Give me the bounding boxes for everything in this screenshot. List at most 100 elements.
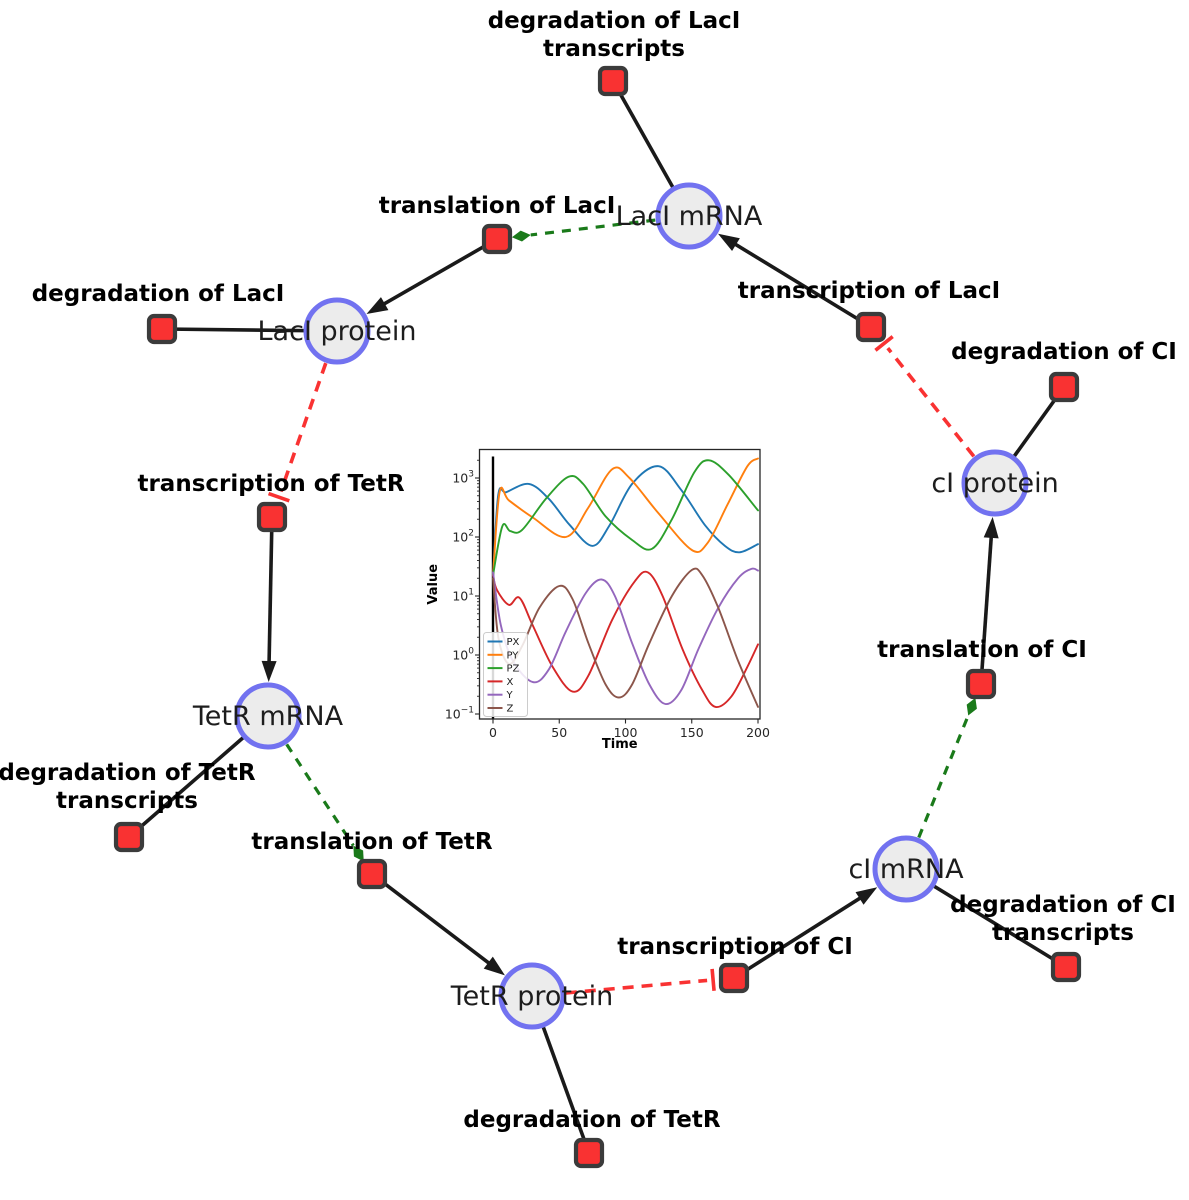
- species-node-laci-protein[interactable]: [303, 297, 371, 365]
- reaction-node-translation-tetr[interactable]: [356, 858, 388, 890]
- species-node-tetr-protein[interactable]: [498, 962, 566, 1030]
- species-label-tetr-mrna: TetR mRNA: [192, 701, 344, 732]
- reaction-label-translation-tetr: translation of TetR: [251, 829, 492, 855]
- edge-inhibition-tetr-protein-transcription-ci: [565, 968, 716, 995]
- chart-series-X: [492, 570, 759, 708]
- production-line: [370, 872, 493, 967]
- production-line: [731, 241, 872, 329]
- reaction-node-deg-tetr-transcripts[interactable]: [113, 821, 145, 853]
- legend-label-X: X: [507, 677, 514, 688]
- species-label-tetr-protein: TetR protein: [450, 981, 613, 1012]
- production-line: [733, 894, 864, 980]
- reaction-label-deg-laci-transcripts: degradation of LacI transcripts: [488, 8, 741, 62]
- edge-production-ci-protein-translation-ci: [979, 516, 999, 685]
- chart-series-PZ: [492, 459, 759, 577]
- modifier-diamond-icon: [966, 697, 977, 716]
- x-tick-label: 0: [489, 725, 497, 740]
- edge-production-laci-protein-translation-laci: [366, 237, 498, 315]
- production-arrowhead-icon: [483, 956, 505, 976]
- production-line: [979, 533, 994, 685]
- species-label-laci-mrna: LacI mRNA: [616, 201, 763, 232]
- chart-ylabel: Value: [426, 564, 441, 605]
- reaction-label-transcription-ci: transcription of CI: [617, 934, 853, 960]
- reaction-node-deg-laci[interactable]: [146, 313, 178, 345]
- species-node-ci-mrna[interactable]: [872, 835, 940, 903]
- reaction-node-transcription-laci[interactable]: [855, 311, 887, 343]
- production-arrowhead-icon: [855, 887, 878, 905]
- reaction-label-translation-ci: translation of CI: [877, 637, 1087, 663]
- production-arrowhead-icon: [366, 297, 389, 315]
- chart-frame: [478, 448, 761, 720]
- reaction-label-deg-ci: degradation of CI: [951, 339, 1177, 365]
- chart-legend-box: [483, 632, 528, 717]
- edge-production-laci-mrna-transcription-laci: [718, 233, 872, 329]
- y-tick-label: 102: [452, 529, 474, 545]
- modifier-dashed-line: [530, 218, 656, 237]
- x-tick-label: 150: [680, 725, 704, 740]
- reaction-label-transcription-tetr: transcription of TetR: [137, 471, 404, 497]
- production-line: [380, 237, 498, 308]
- modifier-dashed-line: [285, 743, 355, 847]
- edge-modifier-tetr-mrna-translation-tetr: [285, 743, 364, 862]
- reaction-nodes-layer: [113, 65, 1082, 1169]
- reaction-node-translation-ci[interactable]: [965, 668, 997, 700]
- legend-label-Z: Z: [507, 704, 514, 715]
- species-node-tetr-mrna[interactable]: [234, 682, 302, 750]
- edge-production-tetr-protein-translation-tetr: [370, 872, 505, 976]
- legend-label-PZ: PZ: [507, 664, 520, 675]
- chart-series-PY: [492, 457, 759, 577]
- modifier-dashed-line: [917, 714, 970, 839]
- reaction-node-translation-laci[interactable]: [481, 223, 513, 255]
- y-tick-label: 10−1: [445, 706, 474, 722]
- production-arrowhead-icon: [983, 516, 999, 539]
- chart-series-Y: [492, 567, 759, 706]
- edge-production-ci-mrna-transcription-ci: [733, 887, 878, 980]
- species-node-laci-mrna[interactable]: [655, 182, 723, 250]
- reaction-node-deg-tetr[interactable]: [573, 1137, 605, 1169]
- reaction-node-deg-ci[interactable]: [1048, 371, 1080, 403]
- y-tick-label: 103: [452, 470, 474, 486]
- modifier-diamond-icon: [353, 845, 364, 862]
- reaction-label-deg-tetr: degradation of TetR: [463, 1107, 720, 1133]
- y-tick-label: 101: [452, 588, 474, 604]
- reaction-label-transcription-laci: transcription of LacI: [738, 278, 1001, 304]
- species-nodes-layer: [234, 182, 1029, 1030]
- chart-series-PX: [492, 465, 759, 577]
- edge-modifier-laci-mrna-translation-laci: [511, 218, 656, 242]
- labels-layer: degradation of LacI transcripts translatio…: [0, 8, 1177, 1133]
- reaction-node-deg-ci-transcripts[interactable]: [1050, 951, 1082, 983]
- edge-production-tetr-mrna-transcription-tetr: [261, 516, 277, 683]
- edge-modifier-ci-mrna-translation-ci: [917, 697, 977, 839]
- species-node-ci-protein[interactable]: [961, 449, 1029, 517]
- chart-xlabel: Time: [602, 737, 638, 752]
- y-tick-label: 100: [452, 647, 474, 663]
- reaction-label-deg-tetr-transcripts: degradation of TetR transcripts: [0, 760, 256, 814]
- inset-time-course-chart: 10−1 100 101 102 103 0 50 100 150 200 Time Value PX P…: [426, 448, 770, 752]
- reaction-node-transcription-ci[interactable]: [718, 962, 750, 994]
- production-line: [267, 516, 274, 666]
- reaction-label-deg-ci-transcripts: degradation of CI transcripts: [950, 892, 1176, 946]
- inhibition-dashed-line: [565, 978, 708, 995]
- inhibition-tee-icon: [267, 491, 290, 503]
- inhibition-tee-icon: [710, 968, 716, 991]
- production-arrowhead-icon: [718, 233, 740, 252]
- inhibition-dashed-line: [886, 347, 976, 458]
- x-tick-label: 50: [551, 725, 567, 740]
- species-label-ci-mrna: cI mRNA: [848, 854, 964, 885]
- modifier-diamond-icon: [511, 230, 531, 242]
- legend-label-PX: PX: [507, 637, 520, 648]
- reaction-node-transcription-tetr[interactable]: [256, 501, 288, 533]
- reaction-label-translation-laci: translation of LacI: [379, 193, 616, 219]
- species-label-ci-protein: cI protein: [931, 468, 1058, 499]
- reaction-node-deg-laci-transcripts[interactable]: [597, 65, 629, 97]
- inhibition-dashed-line: [279, 362, 328, 493]
- x-tick-label: 100: [614, 725, 638, 740]
- edge-inhibition-laci-protein-transcription-tetr: [267, 362, 328, 503]
- legend-label-Y: Y: [506, 690, 514, 701]
- legend-label-PY: PY: [507, 650, 520, 661]
- edge-inhibition-ci-protein-transcription-laci: [874, 335, 976, 458]
- reaction-label-deg-laci: degradation of LacI: [32, 281, 285, 307]
- production-arrowhead-icon: [261, 660, 277, 683]
